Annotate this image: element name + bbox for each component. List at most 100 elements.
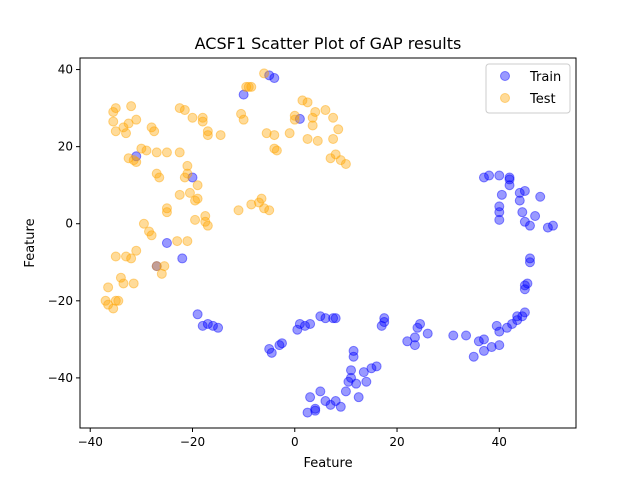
point-train xyxy=(494,170,505,181)
point-test xyxy=(113,295,124,306)
point-test xyxy=(333,124,344,135)
point-test xyxy=(307,120,318,131)
point-train xyxy=(524,257,535,268)
point-test xyxy=(310,106,321,117)
point-test xyxy=(187,112,198,123)
point-train xyxy=(366,363,377,374)
point-test xyxy=(202,130,213,141)
point-train xyxy=(299,320,310,331)
point-test xyxy=(179,105,190,116)
point-test xyxy=(161,207,172,218)
point-train xyxy=(292,324,303,335)
point-train xyxy=(348,351,359,362)
point-train xyxy=(310,405,321,416)
point-train xyxy=(207,320,218,331)
point-train xyxy=(478,172,489,183)
point-test xyxy=(156,268,167,279)
legend-marker-train xyxy=(500,71,510,81)
point-test xyxy=(259,203,270,214)
point-train xyxy=(305,318,316,329)
legend-marker-test xyxy=(500,93,510,103)
point-test xyxy=(110,251,121,262)
point-train xyxy=(484,170,495,181)
point-train xyxy=(496,189,507,200)
point-test xyxy=(192,180,203,191)
point-test xyxy=(202,126,213,137)
point-test xyxy=(151,261,162,272)
point-test xyxy=(174,103,185,114)
point-test xyxy=(269,130,280,141)
point-train xyxy=(524,253,535,264)
points-layer xyxy=(100,68,558,418)
point-test xyxy=(197,116,208,127)
point-train xyxy=(269,73,280,84)
point-train xyxy=(177,253,188,264)
point-train xyxy=(519,284,530,295)
point-test xyxy=(182,168,193,179)
y-tick-label: 20 xyxy=(58,140,73,154)
point-train xyxy=(517,207,528,218)
point-test xyxy=(108,106,119,117)
point-train xyxy=(486,342,497,353)
point-test xyxy=(108,303,119,314)
point-train xyxy=(504,174,515,185)
plot-area xyxy=(80,58,576,428)
point-train xyxy=(328,313,339,324)
point-train xyxy=(202,318,213,329)
point-train xyxy=(542,222,553,233)
point-test xyxy=(238,114,249,125)
point-test xyxy=(128,278,139,289)
point-train xyxy=(151,261,162,272)
point-train xyxy=(330,396,341,407)
point-test xyxy=(289,110,300,121)
point-train xyxy=(519,216,530,227)
point-test xyxy=(154,172,165,183)
point-test xyxy=(192,193,203,204)
point-train xyxy=(494,207,505,218)
x-axis: −40 −20 0 20 40 xyxy=(78,428,507,449)
point-train xyxy=(448,330,459,341)
point-test xyxy=(159,261,170,272)
point-train xyxy=(266,347,277,358)
point-train xyxy=(346,372,357,383)
point-test xyxy=(161,203,172,214)
point-test xyxy=(118,278,129,289)
point-test xyxy=(123,118,134,129)
point-train xyxy=(501,322,512,333)
point-train xyxy=(294,318,305,329)
point-train xyxy=(310,403,321,414)
point-test xyxy=(302,133,313,144)
point-train xyxy=(264,343,275,354)
point-test xyxy=(103,299,114,310)
point-test xyxy=(121,251,132,262)
point-test xyxy=(131,245,142,256)
point-train xyxy=(335,401,346,412)
point-train xyxy=(358,367,369,378)
legend-box xyxy=(485,63,571,114)
point-train xyxy=(517,311,528,322)
point-train xyxy=(409,332,420,343)
y-tick-label: 40 xyxy=(58,63,73,77)
point-train xyxy=(238,89,249,100)
point-test xyxy=(184,187,195,198)
point-test xyxy=(200,211,211,222)
point-train xyxy=(379,317,390,328)
point-test xyxy=(256,193,267,204)
point-train xyxy=(412,322,423,333)
point-test xyxy=(264,205,275,216)
point-train xyxy=(213,322,224,333)
y-tick-label: 0 xyxy=(65,217,73,231)
chart-title: ACSF1 Scatter Plot of GAP results xyxy=(195,34,462,53)
point-test xyxy=(100,295,111,306)
point-test xyxy=(179,172,190,183)
point-test xyxy=(325,153,336,164)
point-train xyxy=(494,340,505,351)
point-train xyxy=(519,280,530,291)
point-test xyxy=(271,145,282,156)
point-test xyxy=(182,160,193,171)
point-test xyxy=(328,112,339,123)
point-test xyxy=(174,189,185,200)
point-train xyxy=(348,345,359,356)
point-train xyxy=(468,351,479,362)
point-train xyxy=(320,313,331,324)
